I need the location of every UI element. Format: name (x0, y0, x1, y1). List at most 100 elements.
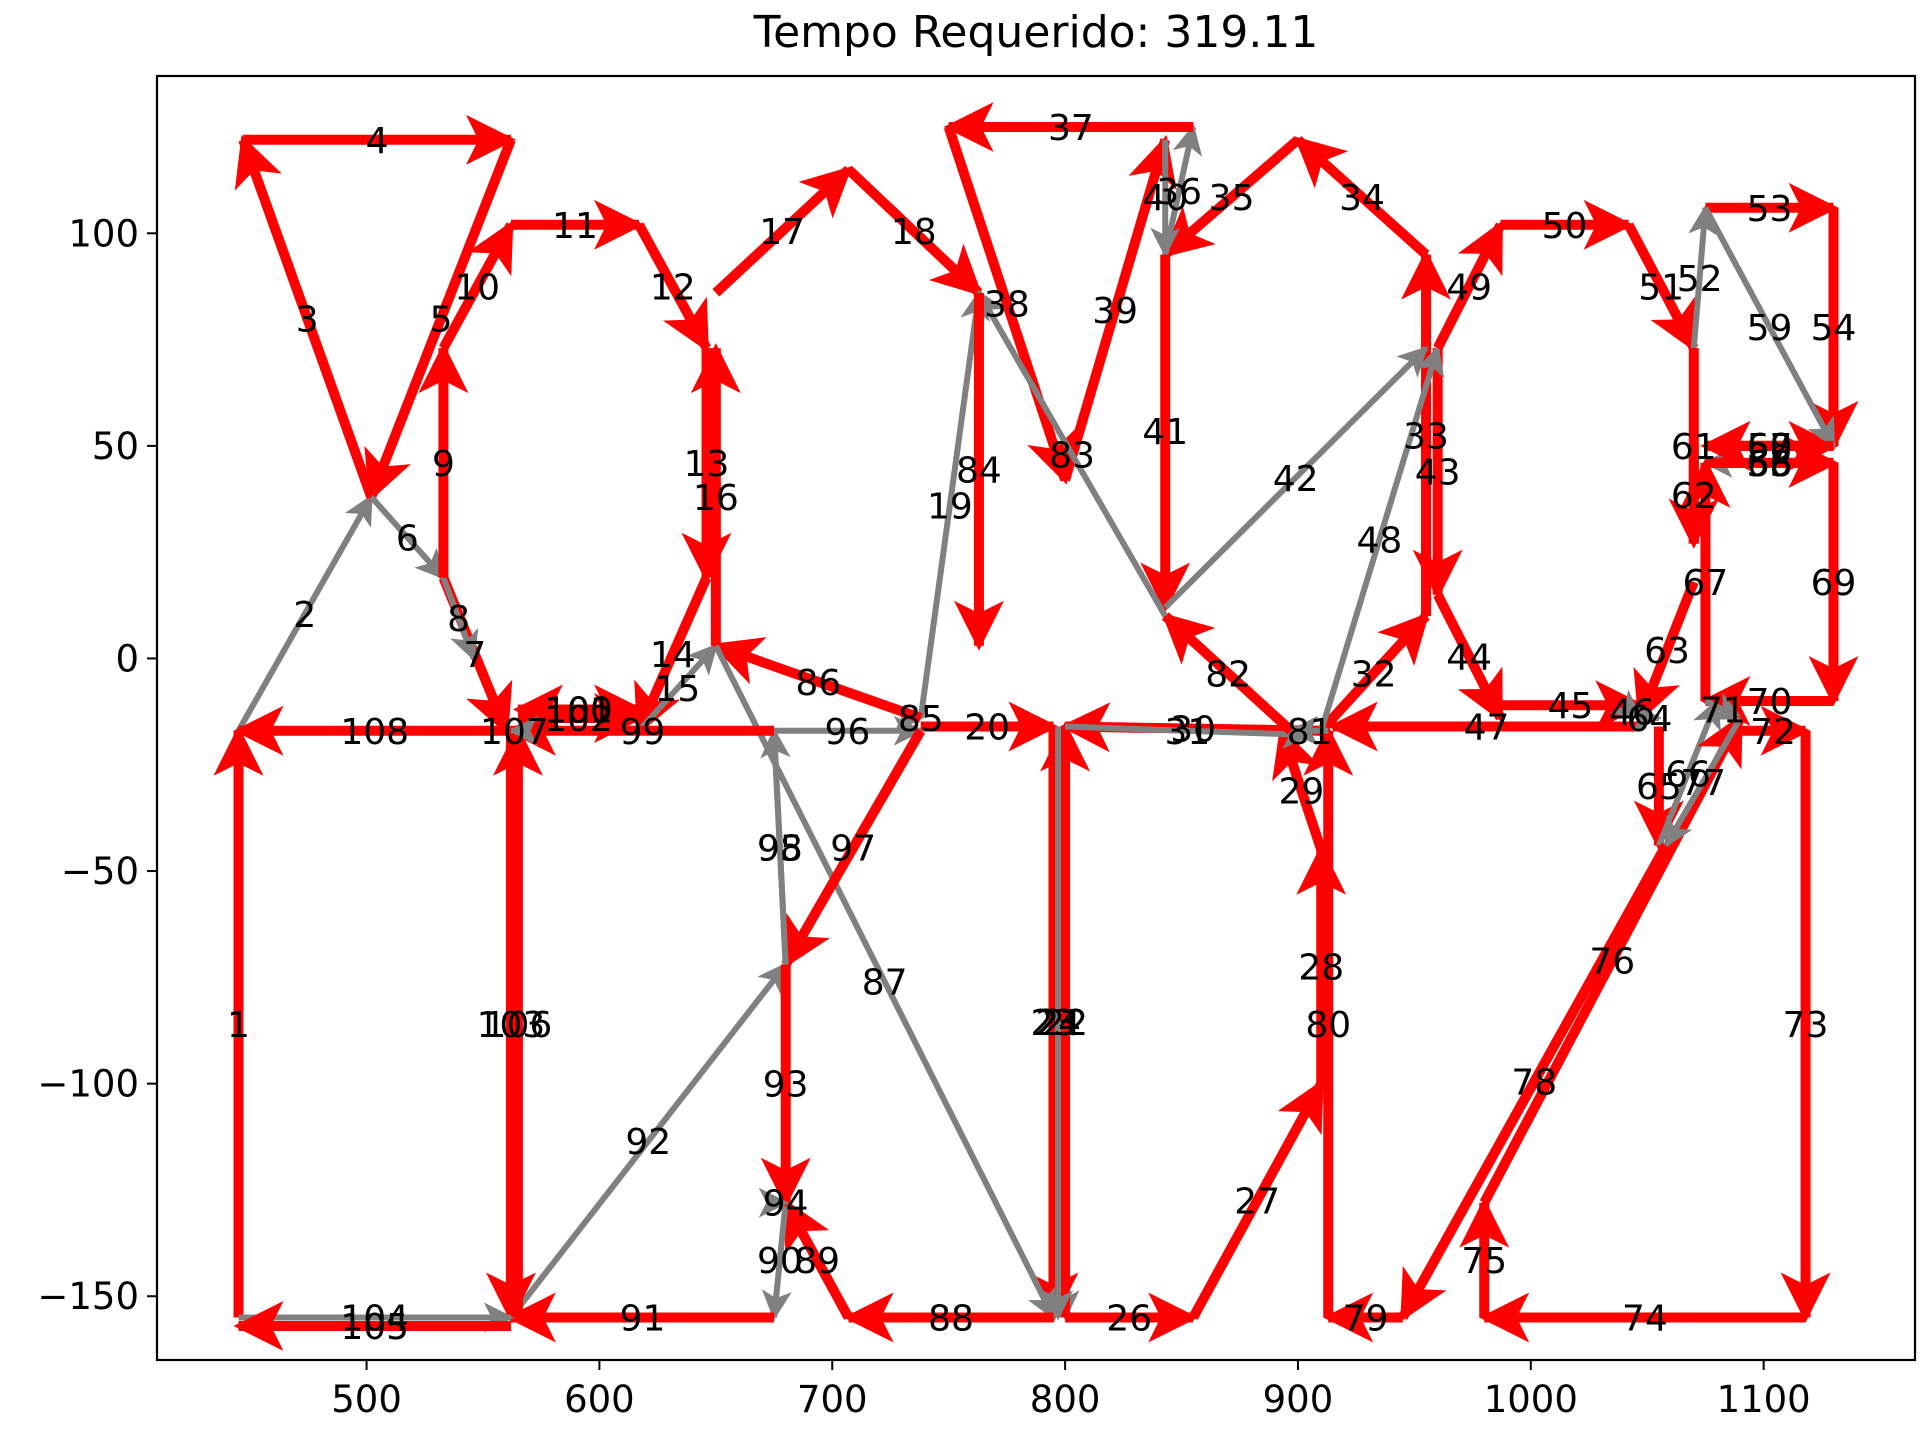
segment-label-87: 87 (862, 963, 908, 1004)
segment-label-92: 92 (625, 1122, 671, 1163)
segment-label-45: 45 (1547, 686, 1593, 727)
segment-label-105: 105 (340, 1307, 409, 1348)
segment-label-94: 94 (763, 1184, 809, 1225)
segment-label-22: 22 (1042, 1003, 1088, 1044)
segment-label-9: 9 (432, 444, 455, 485)
segment-label-51: 51 (1638, 267, 1684, 308)
chart-title: Tempo Requerido: 319.11 (753, 7, 1319, 58)
x-tick-label: 900 (1263, 1378, 1334, 1421)
segment-label-70: 70 (1747, 682, 1793, 723)
transit-segment-2 (235, 494, 374, 733)
segment-label-54: 54 (1811, 308, 1857, 349)
segment-label-21: 21 (1036, 1003, 1082, 1044)
segment-label-15: 15 (655, 669, 701, 710)
segment-label-7: 7 (463, 635, 486, 676)
work-segment-5 (364, 137, 516, 502)
segment-label-85: 85 (898, 699, 944, 740)
x-tick-label: 500 (331, 1378, 402, 1421)
transit-segment-77 (1663, 716, 1743, 849)
work-segment-44 (1433, 592, 1505, 723)
segment-label-76: 76 (1589, 941, 1635, 982)
segment-label-43: 43 (1415, 452, 1461, 493)
segment-label-52: 52 (1677, 259, 1723, 300)
work-segment-97 (781, 728, 926, 969)
work-segment-86 (711, 637, 923, 723)
work-segment-18 (845, 165, 983, 297)
segment-label-91: 91 (620, 1298, 666, 1339)
segment-label-38: 38 (984, 284, 1030, 325)
segment-label-107: 107 (480, 712, 549, 753)
segment-label-32: 32 (1351, 654, 1397, 695)
segment-label-40: 40 (1142, 178, 1188, 219)
segment-label-63: 63 (1644, 631, 1690, 672)
transit-segment-31 (1065, 719, 1313, 750)
work-segment-76 (1479, 713, 1745, 1206)
x-tick-label: 800 (1030, 1378, 1101, 1421)
work-segment-17 (712, 165, 853, 297)
segment-label-84: 84 (956, 450, 1002, 491)
transit-segment-98 (760, 727, 791, 965)
segment-label-67: 67 (1683, 563, 1729, 604)
work-segment-49 (1433, 220, 1505, 351)
transit-segment-42 (1163, 345, 1429, 610)
segment-label-79: 79 (1343, 1298, 1389, 1339)
y-tick-label: 50 (92, 425, 139, 468)
segment-label-57: 57 (1747, 427, 1793, 468)
segment-label-69: 69 (1811, 563, 1857, 604)
segment-label-106: 106 (484, 1005, 553, 1046)
y-tick-label: −50 (61, 850, 139, 893)
segment-label-80: 80 (1305, 1005, 1351, 1046)
work-segment-39 (1060, 134, 1177, 482)
segment-label-97: 97 (830, 829, 876, 870)
segment-label-3: 3 (296, 299, 319, 340)
segment-label-56: 56 (1747, 444, 1793, 485)
segment-label-75: 75 (1461, 1241, 1507, 1282)
segment-label-19: 19 (927, 486, 973, 527)
segment-label-26: 26 (1106, 1298, 1152, 1339)
segment-label-86: 86 (795, 663, 841, 704)
segment-label-66: 66 (1665, 754, 1711, 795)
transit-segment-6 (368, 494, 446, 580)
segment-label-48: 48 (1357, 520, 1403, 561)
segment-label-73: 73 (1783, 1005, 1829, 1046)
segment-label-24: 24 (1035, 1003, 1081, 1044)
segment-label-78: 78 (1511, 1063, 1557, 1104)
segment-label-50: 50 (1542, 206, 1588, 247)
work-segment-14 (634, 575, 712, 736)
work-segment-38 (943, 125, 1075, 485)
segment-label-27: 27 (1234, 1182, 1280, 1223)
segment-label-62: 62 (1671, 476, 1717, 517)
segment-label-12: 12 (650, 267, 696, 308)
segment-label-102: 102 (544, 699, 613, 740)
segment-label-23: 23 (1031, 1003, 1077, 1044)
segment-label-74: 74 (1622, 1298, 1668, 1339)
segment-label-90: 90 (757, 1241, 803, 1282)
segment-label-98: 98 (757, 829, 803, 870)
segment-label-104: 104 (340, 1298, 409, 1339)
segment-label-35: 35 (1209, 178, 1255, 219)
work-segment-89 (781, 1198, 853, 1320)
y-tick-label: 100 (68, 212, 139, 255)
work-segment-51 (1624, 222, 1699, 353)
segment-label-71: 71 (1700, 690, 1746, 731)
segment-label-100: 100 (544, 690, 613, 731)
segment-label-64: 64 (1627, 699, 1673, 740)
segment-label-33: 33 (1403, 416, 1449, 457)
segment-label-6: 6 (396, 518, 419, 559)
segment-label-72: 72 (1750, 712, 1796, 753)
segment-label-68: 68 (1747, 444, 1793, 485)
work-segment-82 (1161, 612, 1295, 735)
segment-label-8: 8 (447, 599, 470, 640)
segment-label-49: 49 (1446, 267, 1492, 308)
segment-label-89: 89 (794, 1241, 840, 1282)
segment-label-28: 28 (1298, 948, 1344, 989)
x-tick-label: 1000 (1484, 1378, 1578, 1421)
work-segment-34 (1294, 136, 1430, 259)
y-tick-label: −150 (37, 1275, 139, 1318)
segment-label-16: 16 (693, 478, 739, 519)
segment-label-36: 36 (1156, 172, 1202, 213)
segment-label-99: 99 (620, 712, 666, 753)
transit-segment-19 (917, 289, 991, 719)
